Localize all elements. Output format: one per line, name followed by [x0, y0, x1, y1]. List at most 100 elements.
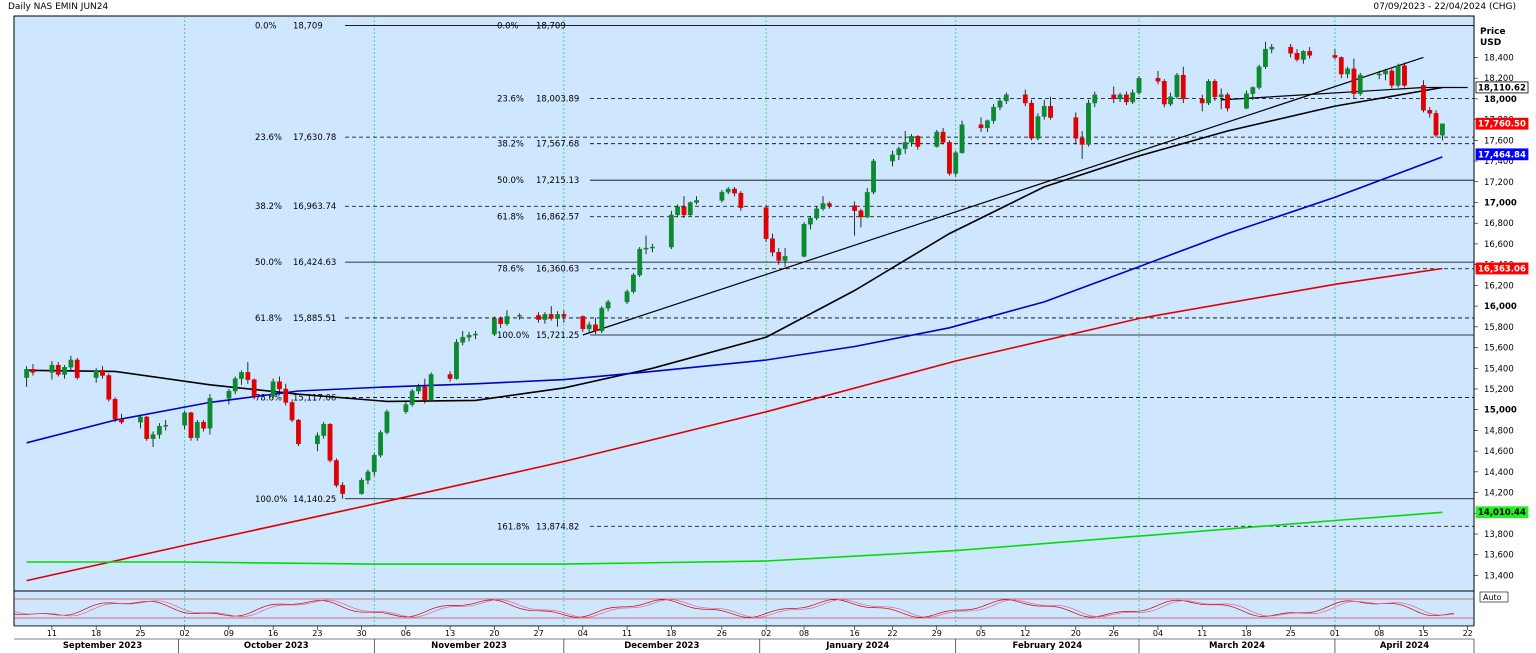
y-tick-label: 18,400 — [1484, 53, 1514, 63]
x-tick-label: 26 — [717, 629, 727, 638]
candle-body — [1269, 46, 1275, 50]
x-tick-label: 12 — [1020, 629, 1030, 638]
fib-right-value: 16,360.63 — [536, 265, 579, 275]
fib-right-value: 16,862.57 — [536, 213, 579, 223]
candle-body — [542, 314, 548, 320]
candle-body — [403, 404, 409, 412]
price-tag-label: 16,363.06 — [1478, 264, 1526, 274]
candle-body — [1168, 96, 1174, 105]
candle-body — [586, 324, 592, 330]
candle-body — [934, 131, 940, 147]
candle-body — [333, 460, 339, 486]
x-tick-label: 11 — [1197, 629, 1207, 638]
candle-body — [106, 375, 112, 400]
candle-body — [447, 374, 453, 379]
fib-right-ratio: 161.8% — [497, 522, 529, 532]
x-tick-label: 20 — [489, 629, 499, 638]
candle-body — [1048, 105, 1053, 118]
candle-body — [30, 369, 36, 373]
fib-right-ratio: 61.8% — [497, 213, 524, 223]
oscillator-panel[interactable] — [13, 590, 1475, 627]
candle-body — [138, 416, 143, 423]
candle-body — [997, 100, 1003, 108]
candle-body — [1300, 51, 1306, 60]
y-tick-label: 17,200 — [1484, 178, 1514, 188]
price-tag — [1475, 117, 1529, 130]
candle-body — [251, 379, 257, 397]
fib-right-ratio: 50.0% — [497, 176, 524, 186]
candle-body — [668, 214, 674, 248]
x-tick-label: 20 — [1071, 629, 1081, 638]
y-tick-label: 17,600 — [1484, 136, 1514, 146]
x-tick-label: 29 — [932, 629, 942, 638]
x-tick-label: 11 — [47, 629, 57, 638]
candle-body — [498, 318, 504, 324]
candle-body — [1433, 113, 1439, 136]
candle-body — [1439, 123, 1445, 136]
candle-body — [1427, 110, 1433, 114]
fib-right-value: 13,874.82 — [536, 522, 579, 532]
x-tick-label: 22 — [1463, 629, 1473, 638]
candle-body — [890, 154, 895, 162]
x-tick-label: 25 — [135, 629, 145, 638]
price-tag-label: 17,464.84 — [1478, 150, 1526, 160]
candle-body — [283, 388, 289, 403]
candle-body — [624, 291, 630, 303]
y-tick-label: 16,600 — [1484, 240, 1514, 250]
y-tick-label: 16,800 — [1484, 219, 1514, 229]
candle-body — [466, 334, 472, 338]
candle-body — [984, 120, 990, 129]
candle-body — [365, 471, 371, 481]
main-plot-area[interactable] — [13, 15, 1475, 592]
candle-body — [144, 416, 150, 439]
candle-body — [807, 217, 813, 225]
x-tick-label: 26 — [1109, 629, 1119, 638]
y-tick-label: 18,000 — [1484, 95, 1517, 105]
auto-scale-button[interactable] — [1479, 591, 1509, 603]
candle-body — [1389, 70, 1395, 86]
candle-body — [1383, 70, 1388, 75]
candle-body — [1218, 94, 1224, 98]
fib-right-ratio: 23.6% — [497, 94, 524, 104]
y-tick-label: 17,400 — [1484, 157, 1514, 167]
candle-body — [1161, 81, 1167, 105]
month-label: February 2024 — [1013, 641, 1083, 651]
candle-body — [649, 246, 655, 249]
candle-body — [630, 274, 636, 292]
candle-body — [1338, 57, 1344, 75]
osc-line-d — [13, 599, 1455, 618]
candle-body — [201, 421, 207, 429]
candle-body — [1136, 77, 1142, 93]
price-tag — [1475, 148, 1529, 161]
candle-body — [548, 314, 554, 319]
candle-body — [1003, 94, 1009, 102]
candle-body — [359, 479, 365, 494]
y-tick-label: 15,600 — [1484, 344, 1514, 354]
candle-body — [1092, 94, 1098, 104]
candle-body — [940, 131, 946, 143]
fib-right-value: 18,709 — [536, 21, 566, 31]
osc-line-k — [13, 599, 1455, 618]
price-tag — [1475, 262, 1529, 275]
candle-body — [536, 315, 541, 320]
candle-body — [852, 205, 858, 211]
candle-body — [1111, 94, 1117, 100]
candle-body — [1332, 55, 1338, 58]
candle-body — [694, 200, 699, 203]
candle-body — [1206, 81, 1211, 104]
candle-body — [226, 390, 232, 399]
x-tick-label: 08 — [799, 629, 809, 638]
trendline — [582, 56, 1424, 336]
candle-body — [1212, 81, 1218, 98]
month-label: December 2023 — [624, 641, 699, 651]
candle-body — [826, 203, 832, 206]
candle-body — [953, 152, 959, 174]
candle-body — [561, 314, 567, 317]
price-axis-unit: USD — [1480, 38, 1501, 48]
x-tick-label: 11 — [622, 629, 632, 638]
candle-body — [801, 224, 807, 257]
candle-body — [820, 203, 826, 209]
y-tick-label: 14,200 — [1484, 489, 1514, 499]
